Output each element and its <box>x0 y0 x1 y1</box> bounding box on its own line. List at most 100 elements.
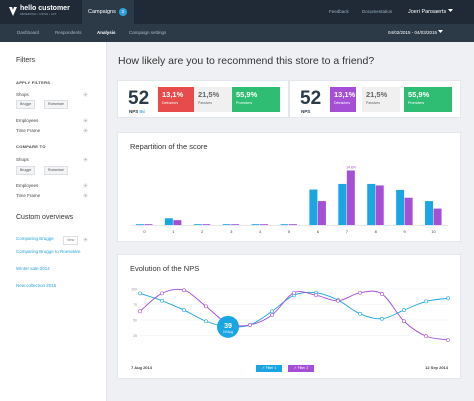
bar-series-2 <box>289 224 297 225</box>
nps-card-compare: 52 NPS 13,1% Detractors 21,5% Passives 5… <box>289 80 461 118</box>
nps-sublabel: Ini <box>139 109 145 114</box>
bar-series-2 <box>144 224 153 225</box>
line-point <box>270 313 274 317</box>
line-point <box>160 298 164 303</box>
x-tick-label: 9 <box>404 229 407 234</box>
filter-chip-brugge[interactable]: Brugge <box>16 100 36 109</box>
subnav-campaign-settings[interactable]: Campaign settings <box>129 30 167 35</box>
subnav-analysis[interactable]: Analysis <box>97 30 116 35</box>
brand-name: hello customer <box>20 5 70 12</box>
line-point <box>380 316 384 321</box>
bar-series-1 <box>251 224 260 225</box>
add-overview-button[interactable]: + <box>83 237 88 242</box>
x-tick-label: 0 <box>143 229 146 234</box>
bar-series-1 <box>280 224 289 225</box>
filters-sidebar: Filters APPLY FILTERS Shops + Brugge Roe… <box>0 42 107 401</box>
highlight-label: 19 Aug <box>223 330 233 334</box>
filter-1-toggle[interactable]: ✓ Filter 1 <box>256 365 282 372</box>
line-point <box>204 319 208 324</box>
compare-timeframe-label: Time Frame <box>16 193 41 198</box>
bar-series-1 <box>193 224 202 225</box>
date-range-value: 04/02/2015 - 04/03/2015 <box>388 30 438 35</box>
custom-overview-new-collection[interactable]: New collection 2015 <box>16 283 57 288</box>
bar-series-2 <box>260 224 269 225</box>
custom-overview-comparing-brugge[interactable]: Comparing Brugge <box>16 236 54 241</box>
add-shop-filter-button[interactable]: + <box>83 92 88 97</box>
x-end-label: 12 Sep 2014 <box>425 365 449 370</box>
add-timeframe-filter-button[interactable]: + <box>83 128 88 133</box>
promoters-value: 55,9% <box>408 90 430 99</box>
repartition-title: Repartition of the score <box>130 142 208 151</box>
bar-series-2 <box>433 208 442 225</box>
filters-title: Filters <box>16 57 36 64</box>
filter-chip-roeselare[interactable]: Roeselare <box>44 100 68 109</box>
line-point <box>446 337 450 342</box>
line-point <box>424 299 428 304</box>
compare-chip-roeselare[interactable]: Roeselare <box>44 166 68 175</box>
filter-2-toggle[interactable]: ✓ Filter 2 <box>288 365 314 372</box>
evolution-title: Evolution of the NPS <box>130 264 200 273</box>
apply-shops-label: Shops <box>16 92 29 97</box>
bar-series-1 <box>309 189 318 225</box>
line-point <box>160 291 164 296</box>
passives-label: Passives <box>366 101 381 105</box>
detractors-label: Detractors <box>162 101 179 105</box>
question-title: How likely are you to recommend this sto… <box>118 55 375 67</box>
promoters-value: 55,9% <box>236 90 258 99</box>
view-button[interactable]: View <box>63 236 78 245</box>
y-tick-label: 75 <box>133 303 137 307</box>
filter-2-label: Filter 2 <box>297 366 309 370</box>
y-tick-label: 100 <box>131 288 137 292</box>
custom-overviews-title: Custom overviews <box>16 214 74 221</box>
line-point <box>138 309 142 314</box>
detractors-label: Detractors <box>334 101 351 105</box>
campaigns-tab[interactable]: Campaigns 2 <box>82 0 134 24</box>
top-bar: hello customer OBSERVING • USING • ACT C… <box>0 0 474 24</box>
highlight-value: 39 <box>224 323 232 330</box>
evolution-card: Evolution of the NPS 100 75 50 25 7 Aug 2014… <box>117 254 461 379</box>
line-point <box>182 308 186 312</box>
repartition-card: Repartition of the score 0 1 2 3 4 5 6 7 8 9 10 14.… <box>117 132 461 242</box>
bar-series-1 <box>135 224 144 225</box>
x-tick-label: 8 <box>375 229 378 234</box>
line-point <box>182 288 186 293</box>
feedback-link[interactable]: Feedback <box>329 9 349 14</box>
line-point <box>358 290 362 295</box>
nps-label: NPS Ini <box>129 109 145 114</box>
sub-navigation: Dashboard Respondents Analysis Campaign … <box>0 24 474 42</box>
brand-logo-icon <box>9 7 17 16</box>
line-point <box>314 293 318 298</box>
compare-employees-label: Employees <box>16 183 39 188</box>
date-range-picker[interactable]: 04/02/2015 - 04/03/2015 <box>388 24 444 42</box>
promoters-segment: 55,9% Promoters <box>232 87 280 112</box>
add-employee-filter-button[interactable]: + <box>83 118 88 123</box>
user-menu[interactable]: Joeri Pansaerts <box>408 0 453 24</box>
line-point <box>336 298 340 303</box>
repartition-bar-chart: 0 1 2 3 4 5 6 7 8 9 10 14.6% <box>130 165 448 234</box>
nps-card-primary: 52 NPS Ini 13,1% Detractors 21,5% Passiv… <box>117 80 289 118</box>
x-tick-label: 2 <box>201 229 204 234</box>
add-compare-timeframe-button[interactable]: + <box>83 193 88 198</box>
detractors-segment: 13,1% Detractors <box>330 87 356 112</box>
logo[interactable]: hello customer OBSERVING • USING • ACT <box>8 5 70 19</box>
bar-series-2 <box>173 220 182 225</box>
x-start-label: 7 Aug 2014 <box>131 365 153 370</box>
subnav-dashboard[interactable]: Dashboard <box>17 30 40 35</box>
bar-series-1 <box>396 189 405 225</box>
custom-overview-winter-sale[interactable]: Winter sale 2014 <box>16 266 50 271</box>
add-compare-employee-button[interactable]: + <box>83 183 88 188</box>
add-compare-shop-button[interactable]: + <box>83 157 88 162</box>
detractors-value: 13,1% <box>162 90 184 99</box>
bar-series-2 <box>231 224 240 225</box>
documentation-link[interactable]: Documentation <box>362 9 393 14</box>
custom-overview-brugge-roeselare[interactable]: Comparing Brugge to Roeselare <box>16 249 81 254</box>
line-point <box>138 291 142 296</box>
promoters-segment: 55,9% Promoters <box>404 87 452 112</box>
compare-chip-brugge[interactable]: Brugge <box>16 166 36 175</box>
passives-value: 21,5% <box>198 90 220 99</box>
filter-1-label: Filter 1 <box>265 366 277 370</box>
bar-annotation: 14.6% <box>346 165 356 169</box>
line-point <box>380 292 384 296</box>
subnav-respondents[interactable]: Respondents <box>55 30 82 35</box>
chevron-down-icon <box>447 9 453 12</box>
